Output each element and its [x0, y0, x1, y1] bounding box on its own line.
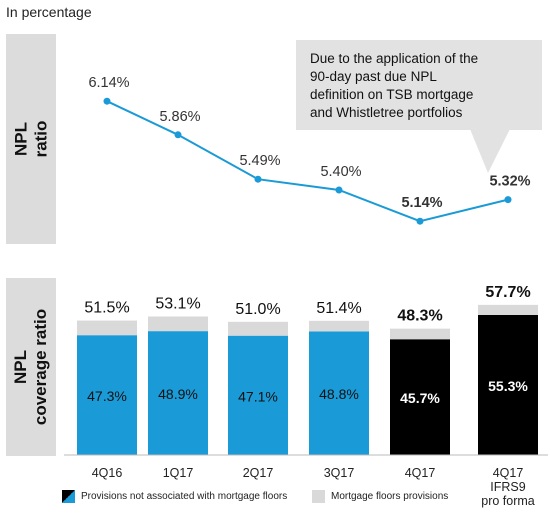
- npl-ratio-point: [416, 217, 424, 225]
- coverage-total-label: 53.1%: [155, 296, 200, 313]
- coverage-inner-label: 45.7%: [400, 390, 440, 406]
- legend-swatch-provisions: [62, 490, 75, 503]
- legend-provisions: Provisions not associated with mortgage …: [62, 490, 287, 503]
- npl-ratio-value-label: 5.86%: [159, 109, 200, 125]
- npl-ratio-point: [103, 97, 111, 105]
- npl-ratio-side-label: NPL ratio: [6, 34, 56, 244]
- coverage-bar-floors: [309, 320, 369, 332]
- coverage-bar-floors: [390, 328, 450, 340]
- coverage-bar-provisions: [309, 331, 369, 455]
- coverage-bar-provisions: [390, 339, 450, 455]
- coverage-bar-provisions: [77, 335, 137, 455]
- coverage-bar-provisions: [478, 314, 538, 455]
- x-tick-label-line: pro forma: [481, 494, 535, 508]
- legend-floors: Mortgage floors provisions: [312, 490, 448, 503]
- npl-coverage-side-label: NPL coverage ratio: [6, 278, 56, 456]
- unit-caption: In percentage: [6, 4, 92, 20]
- coverage-bar-floors: [478, 304, 538, 315]
- coverage-bar-floors: [228, 321, 288, 336]
- x-tick-label-line: IFRS9: [490, 480, 525, 494]
- npl-ratio-value-label: 5.49%: [239, 153, 280, 169]
- coverage-bar-floors: [77, 320, 137, 336]
- coverage-inner-label: 47.1%: [238, 388, 278, 404]
- x-tick-label: 4Q16: [92, 466, 123, 480]
- coverage-inner-label: 48.8%: [319, 386, 359, 402]
- coverage-bar-provisions: [148, 331, 208, 455]
- npl-ratio-point: [504, 196, 512, 204]
- callout-line: 90-day past due NPL: [310, 69, 437, 84]
- legend-swatch-floors: [312, 490, 325, 503]
- coverage-inner-label: 48.9%: [158, 386, 198, 402]
- x-tick-label-line: 4Q17: [405, 466, 436, 480]
- coverage-total-label: 51.5%: [84, 300, 129, 317]
- coverage-bar-provisions: [228, 335, 288, 455]
- x-tick-label-line: 3Q17: [324, 466, 355, 480]
- x-tick-label: 2Q17: [243, 466, 274, 480]
- npl-ratio-point: [174, 131, 182, 139]
- npl-ratio-value-label: 5.32%: [489, 174, 530, 190]
- x-tick-label: 4Q17 IFRS9 pro forma: [481, 466, 535, 508]
- npl-ratio-point: [335, 186, 343, 194]
- x-tick-label: 4Q17: [405, 466, 436, 480]
- coverage-total-label: 57.7%: [485, 284, 530, 301]
- callout-box: Due to the application of the 90-day pas…: [296, 40, 542, 130]
- callout-line: and Whistletree portfolios: [310, 105, 463, 120]
- legend-label-floors: Mortgage floors provisions: [331, 491, 449, 502]
- coverage-bar-floors: [148, 316, 208, 332]
- coverage-inner-label: 47.3%: [87, 388, 127, 404]
- callout-line: Due to the application of the: [310, 51, 479, 66]
- x-tick-label-line: 4Q16: [92, 466, 123, 480]
- coverage-total-label: 51.0%: [235, 301, 280, 318]
- legend-label-provisions: Provisions not associated with mortgage …: [81, 491, 288, 502]
- coverage-total-label: 51.4%: [316, 300, 361, 317]
- x-tick-label: 1Q17: [163, 466, 194, 480]
- npl-ratio-value-label: 6.14%: [88, 75, 129, 91]
- x-tick-label-line: 2Q17: [243, 466, 274, 480]
- callout-pointer: [470, 129, 510, 173]
- npl-ratio-line: [106, 100, 509, 223]
- npl-ratio-point: [254, 175, 262, 183]
- x-tick-label-line: 1Q17: [163, 466, 194, 480]
- callout-line: definition on TSB mortgage: [310, 87, 474, 102]
- coverage-total-label: 48.3%: [397, 308, 442, 325]
- npl-ratio-value-label: 5.40%: [320, 164, 361, 180]
- npl-ratio-value-label: 5.14%: [401, 195, 442, 211]
- x-tick-label-line: 4Q17: [493, 466, 524, 480]
- x-tick-label: 3Q17: [324, 466, 355, 480]
- coverage-inner-label: 55.3%: [488, 378, 528, 394]
